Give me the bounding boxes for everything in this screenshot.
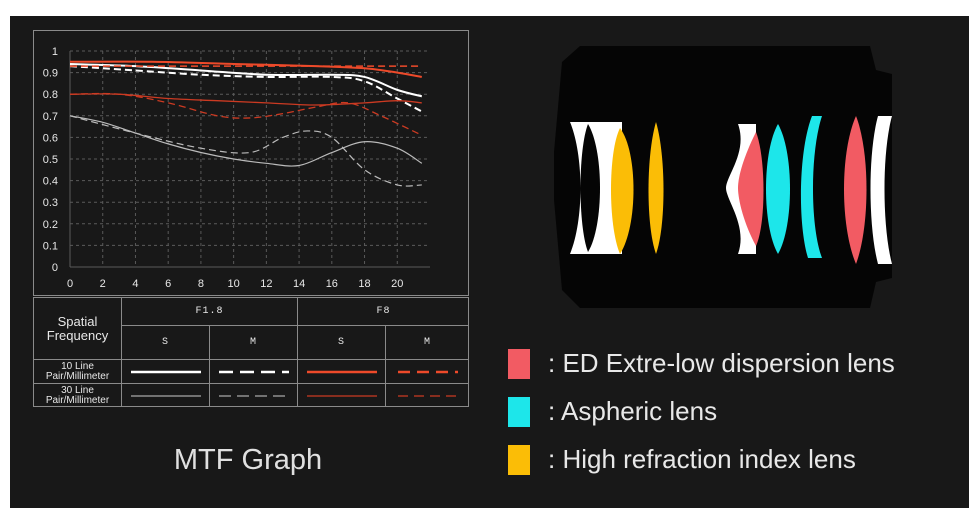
lens-element-9-white [870, 116, 892, 264]
lens-element-5-ed [738, 132, 764, 246]
y-tick-label: 0.1 [43, 240, 58, 252]
lens-element-8-ed [844, 116, 867, 264]
aspheric-lens-swatch [508, 396, 530, 427]
swatch-f18-m-10 [210, 360, 298, 384]
x-tick-label: 4 [132, 278, 138, 290]
mtf-chart: 0 0.1 0.2 0.3 0.4 0.5 0.6 0.7 0.8 0.9 1 0 2 4 6 8 10 12 14… [33, 30, 469, 296]
y-tick-label: 0.8 [43, 89, 58, 101]
y-tick-label: 0.7 [43, 111, 58, 123]
swatch-f18-s-30 [122, 384, 210, 407]
high-refraction-lens-swatch [508, 444, 530, 475]
row-10-label-1: 10 Line [61, 360, 94, 372]
swatch-f18-s-10 [122, 360, 210, 384]
series-line-2 [69, 65, 423, 113]
f8-m-header: M [386, 326, 469, 360]
swatch-f8-m-30 [386, 384, 469, 407]
ed-lens-swatch [508, 348, 530, 379]
key-ed-lens: : ED Extre-low dispersion lens [508, 348, 895, 379]
series-line-7 [69, 93, 422, 106]
x-tick-label: 20 [391, 278, 403, 290]
y-tick-label: 0.3 [43, 197, 58, 209]
key-ed-lens-label: : ED Extre-low dispersion lens [548, 348, 895, 378]
f18-s-header: S [122, 326, 210, 360]
product-panel: 0 0.1 0.2 0.3 0.4 0.5 0.6 0.7 0.8 0.9 1 0 2 4 6 8 10 12 14… [10, 16, 969, 508]
x-tick-label: 18 [358, 278, 370, 290]
y-tick-label: 0.5 [43, 154, 58, 166]
row-30-label-2: Pair/Millimeter [45, 394, 110, 406]
spatial-frequency-label-1: Spatial [57, 313, 98, 329]
swatch-f18-m-30 [210, 384, 298, 407]
x-tick-label: 10 [228, 278, 240, 290]
y-tick-label: 0.6 [43, 132, 58, 144]
row-10-label-2: Pair/Millimeter [45, 370, 110, 382]
y-tick-label: 1 [52, 46, 58, 58]
key-aspheric-lens: : Aspheric lens [508, 396, 717, 427]
key-high-refraction-lens-label: : High refraction index lens [548, 444, 856, 474]
swatch-f8-s-30 [298, 384, 386, 407]
row-30-label-1: 30 Line [61, 384, 94, 396]
y-tick-label: 0 [52, 262, 58, 274]
mtf-graph-title: MTF Graph [173, 444, 323, 476]
lens-element-6-aspheric [766, 124, 790, 254]
swatch-f8-s-10 [298, 360, 386, 384]
lens-element-1-dark [580, 124, 600, 252]
row-10-line-label: 10 Line Pair/Millimeter [34, 360, 122, 384]
f8-s-header: S [298, 326, 386, 360]
x-tick-label: 12 [260, 278, 272, 290]
y-tick-label: 0.4 [43, 176, 58, 188]
lens-element-3-high-refraction [648, 122, 664, 254]
spatial-frequency-label-2: Frequency [46, 327, 109, 343]
series-line-3 [69, 115, 423, 167]
key-high-refraction-lens: : High refraction index lens [508, 444, 856, 475]
x-tick-label: 8 [198, 278, 204, 290]
spatial-frequency-header: Spatial Frequency [34, 298, 122, 360]
f8-header: F8 [298, 298, 469, 326]
row-30-line-label: 30 Line Pair/Millimeter [34, 384, 122, 407]
x-tick-label: 16 [326, 278, 338, 290]
x-tick-label: 14 [293, 278, 305, 290]
f18-m-header: M [210, 326, 298, 360]
x-tick-label: 2 [100, 278, 106, 290]
x-tick-label: 6 [165, 278, 171, 290]
lens-element-2-high-refraction [611, 128, 634, 254]
f18-header: F1.8 [122, 298, 298, 326]
series-line-4 [69, 115, 422, 187]
y-tick-label: 0.2 [43, 219, 58, 231]
mtf-chart-svg: 00.10.20.30.40.50.60.70.80.910 2 4 6 8 10 12 14… [43, 46, 430, 290]
lens-element-7-aspheric [800, 116, 822, 258]
x-tick-label: 0 [67, 278, 73, 290]
swatch-f8-m-10 [386, 360, 469, 384]
key-aspheric-lens-label: : Aspheric lens [548, 396, 718, 426]
series-line-8 [69, 92, 423, 136]
lens-cross-section [540, 40, 920, 312]
mtf-legend-table: Spatial Frequency F1.8 F8 S M S M 10 Lin… [33, 297, 469, 407]
y-tick-label: 0.9 [43, 68, 58, 80]
